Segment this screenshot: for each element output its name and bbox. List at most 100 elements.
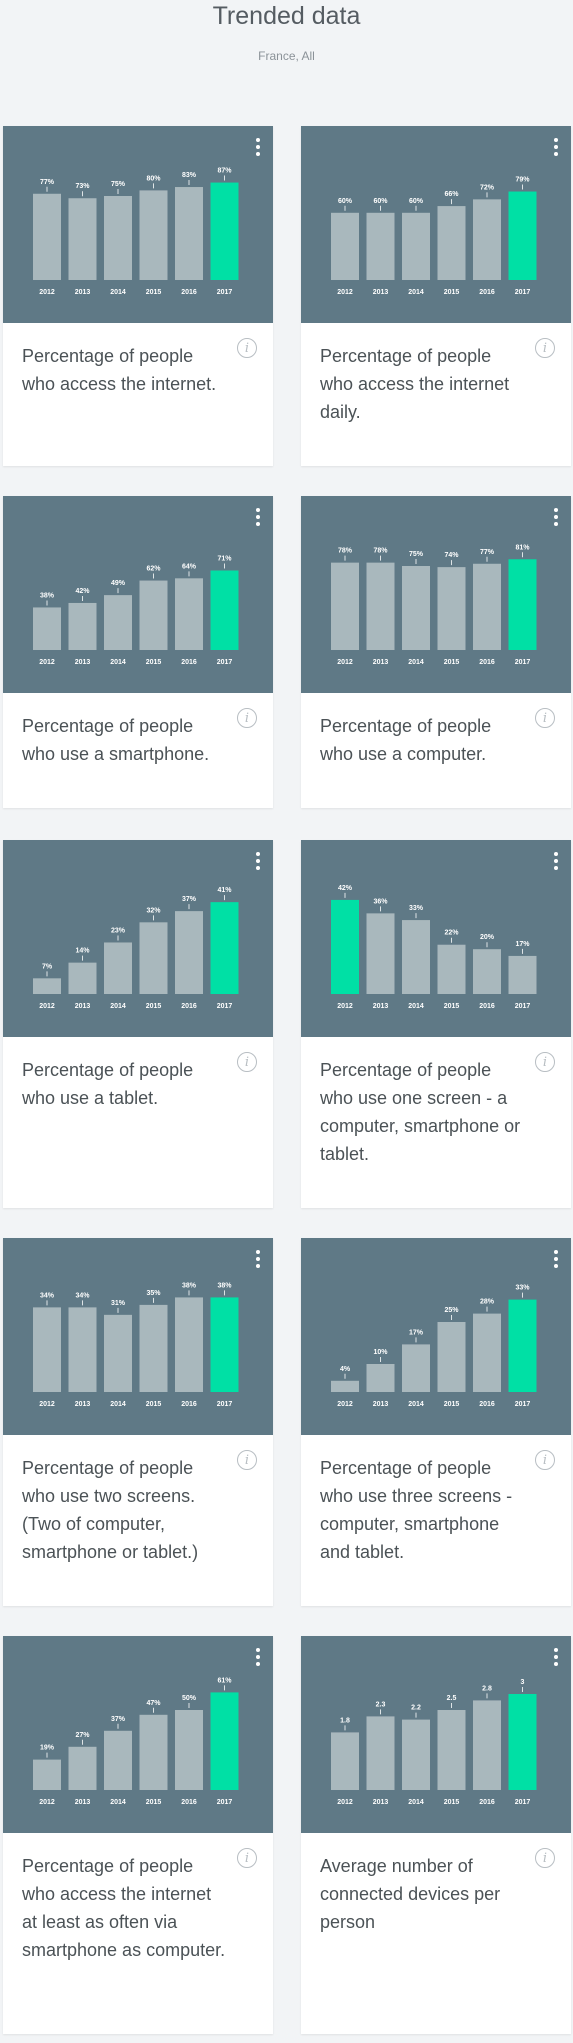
bar [139, 190, 168, 280]
bar-value-label: 38% [182, 1282, 197, 1289]
bar-chart: 4% 2012 10% 2013 17% 2014 25% 2015 28% 2016 33% 201… [301, 1238, 571, 1435]
menu-dot [256, 859, 260, 863]
info-icon[interactable]: i [535, 338, 555, 358]
bar-chart-svg: 78% 2012 78% 2013 75% 2014 74% 2015 77% 2016 81% 20… [331, 544, 537, 666]
x-tick-label: 2012 [337, 659, 353, 666]
bar-value-label: 22% [444, 930, 459, 937]
info-icon[interactable]: i [237, 708, 257, 728]
x-tick-label: 2013 [75, 1003, 91, 1010]
x-tick-label: 2012 [337, 289, 353, 296]
card-description: Percentage of people who access the inte… [22, 1856, 226, 1960]
bar-value-label: 75% [111, 181, 126, 188]
bar-value-label: 60% [338, 198, 353, 205]
x-tick-label: 2013 [75, 289, 91, 296]
bar-chart-svg: 7% 2012 14% 2013 23% 2014 32% 2015 37% 2016 41% 201… [33, 887, 239, 1010]
menu-dot [554, 508, 558, 512]
menu-dot [256, 152, 260, 156]
bar [402, 920, 430, 994]
more-vert-icon[interactable] [554, 138, 558, 156]
info-icon[interactable]: i [535, 708, 555, 728]
menu-dot [554, 1655, 558, 1659]
bar-chart: 38% 2012 42% 2013 49% 2014 62% 2015 64% 2016 71% 20… [3, 496, 273, 693]
bar-value-label: 38% [40, 592, 55, 599]
more-vert-icon[interactable] [256, 138, 260, 156]
x-tick-label: 2013 [373, 1799, 389, 1806]
info-icon[interactable]: i [237, 1052, 257, 1072]
info-icon[interactable]: i [535, 1450, 555, 1470]
bar-value-label: 1.8 [340, 1717, 350, 1724]
bar [68, 198, 97, 280]
bar-value-label: 14% [75, 948, 90, 955]
card-description: Percentage of people who use a tablet. [22, 1060, 194, 1108]
bar-value-label: 49% [111, 580, 126, 587]
more-vert-icon[interactable] [554, 852, 558, 870]
bar [508, 955, 537, 994]
info-icon[interactable]: i [237, 1450, 257, 1470]
x-tick-label: 2016 [181, 1401, 197, 1408]
more-vert-icon[interactable] [256, 508, 260, 526]
bar [366, 562, 395, 650]
more-vert-icon[interactable] [554, 1250, 558, 1268]
more-vert-icon[interactable] [554, 508, 558, 526]
chart-card: 42% 2012 36% 2013 33% 2014 22% 2015 20% 2016 17% 20… [301, 840, 571, 1208]
info-icon[interactable]: i [535, 1052, 555, 1072]
menu-dot [256, 1655, 260, 1659]
chart-card: 38% 2012 42% 2013 49% 2014 62% 2015 64% 2016 71% 20… [3, 496, 273, 808]
bar [33, 607, 61, 650]
bar [68, 1746, 97, 1790]
bar-value-label: 33% [409, 905, 424, 912]
more-vert-icon[interactable] [554, 1648, 558, 1666]
more-vert-icon[interactable] [256, 1250, 260, 1268]
card-description: Percentage of people who access the inte… [320, 346, 510, 422]
menu-dot [256, 1648, 260, 1652]
bar-chart-svg: 1.8 2012 2.3 2013 2.2 2014 2.5 2015 2.8 2016 3 2017 [331, 1679, 537, 1806]
bar-value-label: 62% [146, 566, 161, 573]
x-tick-label: 2015 [444, 1799, 460, 1806]
bar-value-label: 27% [75, 1732, 90, 1739]
chart-card: 77% 2012 73% 2013 75% 2014 80% 2015 83% 2016 87% 20… [3, 126, 273, 466]
x-tick-label: 2015 [444, 289, 460, 296]
bar-value-label: 28% [480, 1299, 495, 1306]
info-icon[interactable]: i [237, 338, 257, 358]
x-tick-label: 2016 [181, 659, 197, 666]
card-description: Percentage of people who use two screens… [22, 1458, 199, 1562]
menu-dot [554, 145, 558, 149]
x-tick-label: 2015 [444, 1003, 460, 1010]
bar [210, 902, 239, 994]
menu-dot [554, 1257, 558, 1261]
bar [402, 566, 430, 650]
bar-value-label: 4% [340, 1366, 351, 1373]
bar-value-label: 78% [373, 548, 388, 555]
bar-value-label: 87% [217, 168, 232, 175]
x-tick-label: 2016 [479, 659, 495, 666]
x-tick-label: 2016 [479, 1003, 495, 1010]
x-tick-label: 2017 [217, 289, 233, 296]
chart-card: 1.8 2012 2.3 2013 2.2 2014 2.5 2015 2.8 2016 3 2017… [301, 1636, 571, 2034]
bar [104, 196, 132, 280]
bar-chart: 78% 2012 78% 2013 75% 2014 74% 2015 77% 2016 81% 20… [301, 496, 571, 693]
bar [104, 942, 132, 994]
bar [473, 563, 501, 650]
more-vert-icon[interactable] [256, 852, 260, 870]
bar-value-label: 35% [146, 1290, 161, 1297]
bar-value-label: 10% [373, 1349, 388, 1356]
x-tick-label: 2017 [217, 1401, 233, 1408]
x-tick-label: 2016 [479, 1401, 495, 1408]
bar [437, 567, 466, 650]
bar-chart-svg: 34% 2012 34% 2013 31% 2014 35% 2015 38% 2016 38% 20… [33, 1282, 239, 1408]
menu-dot [554, 138, 558, 142]
bar [104, 1730, 132, 1790]
bar [104, 1314, 132, 1392]
x-tick-label: 2012 [39, 289, 55, 296]
info-icon[interactable]: i [535, 1848, 555, 1868]
bar-value-label: 17% [515, 941, 530, 948]
menu-dot [256, 138, 260, 142]
bar-value-label: 41% [217, 887, 232, 894]
info-icon[interactable]: i [237, 1848, 257, 1868]
x-tick-label: 2012 [39, 1003, 55, 1010]
bar [331, 1380, 359, 1392]
more-vert-icon[interactable] [256, 1648, 260, 1666]
chart-card: 7% 2012 14% 2013 23% 2014 32% 2015 37% 2016 41% 201… [3, 840, 273, 1208]
x-tick-label: 2012 [39, 1401, 55, 1408]
bar [175, 187, 203, 280]
